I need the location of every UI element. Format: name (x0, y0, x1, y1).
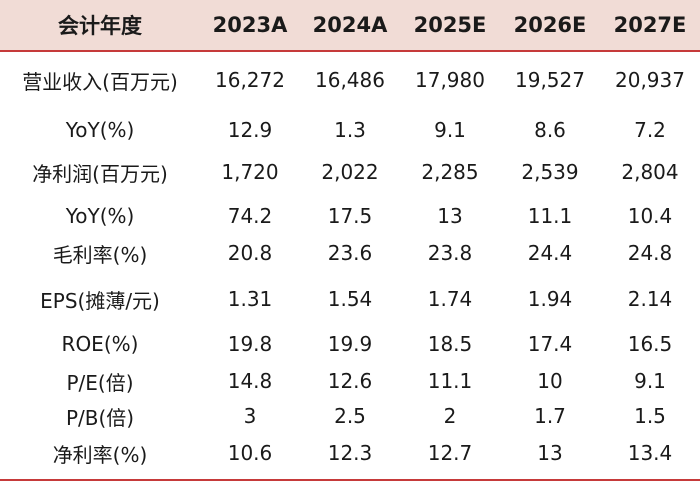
table-header: 会计年度 2023A 2024A 2025E 2026E 2027E (0, 0, 700, 52)
row-cell: 1.31 (227, 287, 273, 311)
row-cell: 1.94 (527, 287, 573, 311)
row-label: YoY(%) (65, 204, 135, 228)
row-cell: 9.1 (634, 369, 666, 393)
row-cell: 12.9 (227, 118, 273, 142)
row-cell: 2,539 (521, 160, 579, 184)
table-bottom-rule (0, 479, 700, 481)
table-row: ROE(%) 19.8 19.9 18.5 17.4 16.5 (0, 324, 700, 364)
row-cell: 16,486 (315, 68, 385, 92)
table-row: YoY(%) 74.2 17.5 13 11.1 10.4 (0, 196, 700, 236)
row-cell: 10.6 (227, 441, 273, 465)
row-cell: 2,285 (421, 160, 479, 184)
row-cell: 1.3 (334, 118, 366, 142)
row-label: P/E(倍) (66, 370, 134, 395)
row-cell: 17.5 (327, 204, 373, 228)
row-cell: 1.54 (327, 287, 373, 311)
row-cell: 11.1 (427, 369, 473, 393)
row-cell: 2.14 (627, 287, 673, 311)
row-cell: 13 (537, 441, 563, 465)
row-cell: 10.4 (627, 204, 673, 228)
table-row: P/B(倍) 3 2.5 2 1.7 1.5 (0, 398, 700, 434)
row-label: 净利润(百万元) (32, 161, 168, 186)
table-row: EPS(摊薄/元) 1.31 1.54 1.74 1.94 2.14 (0, 278, 700, 320)
table-row: 净利率(%) 10.6 12.3 12.7 13 13.4 (0, 434, 700, 472)
row-cell: 1.7 (534, 404, 566, 428)
header-2024a: 2024A (312, 13, 388, 37)
row-cell: 12.6 (327, 369, 373, 393)
row-label: 营业收入(百万元) (22, 69, 178, 94)
header-2026e: 2026E (513, 13, 587, 37)
row-cell: 11.1 (527, 204, 573, 228)
table-row: 净利润(百万元) 1,720 2,022 2,285 2,539 2,804 (0, 152, 700, 192)
row-cell: 13.4 (627, 441, 673, 465)
row-cell: 13 (437, 204, 463, 228)
row-cell: 9.1 (434, 118, 466, 142)
row-cell: 1.74 (427, 287, 473, 311)
row-cell: 16.5 (627, 332, 673, 356)
row-cell: 1,720 (221, 160, 279, 184)
row-cell: 1.5 (634, 404, 666, 428)
row-label: 毛利率(%) (52, 242, 148, 267)
row-cell: 7.2 (634, 118, 666, 142)
header-2027e: 2027E (613, 13, 687, 37)
row-cell: 20,937 (615, 68, 685, 92)
row-cell: 2,022 (321, 160, 379, 184)
header-2023a: 2023A (212, 13, 288, 37)
row-cell: 14.8 (227, 369, 273, 393)
row-cell: 12.3 (327, 441, 373, 465)
row-cell: 20.8 (227, 241, 273, 265)
row-cell: 3 (243, 404, 257, 428)
table-row: 毛利率(%) 20.8 23.6 23.8 24.4 24.8 (0, 234, 700, 272)
row-label: EPS(摊薄/元) (40, 288, 160, 313)
row-cell: 2 (443, 404, 457, 428)
header-2025e: 2025E (413, 13, 487, 37)
row-cell: 24.8 (627, 241, 673, 265)
table-row: 营业收入(百万元) 16,272 16,486 17,980 19,527 20… (0, 52, 700, 108)
row-cell: 23.8 (427, 241, 473, 265)
row-cell: 2,804 (621, 160, 679, 184)
row-cell: 8.6 (534, 118, 566, 142)
row-cell: 24.4 (527, 241, 573, 265)
header-label: 会计年度 (58, 14, 142, 38)
row-label: 净利率(%) (52, 442, 148, 467)
row-cell: 19.8 (227, 332, 273, 356)
row-cell: 23.6 (327, 241, 373, 265)
row-cell: 19.9 (327, 332, 373, 356)
row-cell: 74.2 (227, 204, 273, 228)
row-cell: 16,272 (215, 68, 285, 92)
table-row: P/E(倍) 14.8 12.6 11.1 10 9.1 (0, 362, 700, 400)
table-row: YoY(%) 12.9 1.3 9.1 8.6 7.2 (0, 108, 700, 152)
row-cell: 2.5 (334, 404, 366, 428)
row-cell: 17.4 (527, 332, 573, 356)
row-cell: 12.7 (427, 441, 473, 465)
row-label: YoY(%) (65, 118, 135, 142)
row-cell: 10 (537, 369, 563, 393)
row-cell: 17,980 (415, 68, 485, 92)
row-label: ROE(%) (61, 332, 139, 356)
row-label: P/B(倍) (65, 405, 135, 430)
row-cell: 19,527 (515, 68, 585, 92)
row-cell: 18.5 (427, 332, 473, 356)
